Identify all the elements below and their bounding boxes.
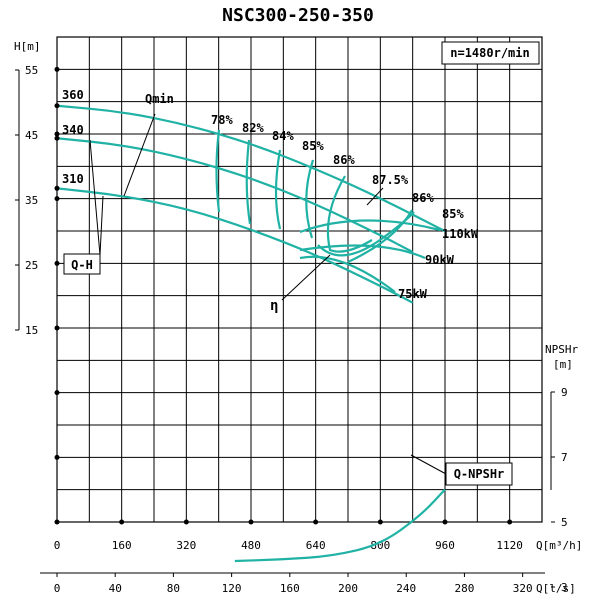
flow-ls-tick-label: 200 (338, 582, 358, 595)
head-tick-label: 35 (25, 194, 38, 207)
head-curve-start-dot (54, 135, 60, 141)
npsh-curve (234, 488, 446, 563)
eff-label-78: 78% (211, 113, 233, 127)
head-curve-start-dot (54, 103, 60, 109)
curve-label-340: 340 (62, 123, 84, 137)
npsh-axis-label: NPSHr (545, 343, 578, 356)
qmin-label: Qmin (145, 92, 174, 106)
flow-m3h-axis-label: Q[m³/h] (536, 539, 582, 552)
eff-label-85a: 85% (302, 139, 324, 153)
speed-label: n=1480r/min (450, 46, 529, 60)
flow-m3h-tick-label: 800 (370, 539, 390, 552)
qh-label: Q-H (71, 258, 93, 272)
flow-ls-tick-label: 240 (396, 582, 416, 595)
flow-ls-tick-label: 320 (513, 582, 533, 595)
power-curve-90kw (299, 244, 426, 260)
head-tick-label: 55 (25, 64, 38, 77)
flow-m3h-tick-label: 960 (435, 539, 455, 552)
flow-axes: 0 160 320 480 640 800 960 1120 Q[m³/h] 0 40 80 120 16… (40, 539, 582, 595)
head-curve-start-dot (54, 185, 60, 191)
npsh-tick-label: 9 (561, 386, 568, 399)
flow-ls-axis-label: Q[l/s] (536, 582, 576, 595)
qmin-leader (123, 113, 156, 197)
speed-box (441, 41, 540, 65)
flow-m3h-tick-label: 480 (241, 539, 261, 552)
chart-title: NSC300-250-350 (222, 5, 374, 26)
qnpsh-label: Q-NPSHr (454, 467, 505, 481)
flow-m3h-tick-label: 320 (176, 539, 196, 552)
grid-dot (119, 519, 125, 525)
qh-box (63, 253, 101, 275)
grid-dot (442, 519, 448, 525)
power-label-90: 90kW (425, 253, 455, 267)
flow-m3h-tick-label: 160 (112, 539, 132, 552)
flow-m3h-tick-label: 640 (306, 539, 326, 552)
eff-label-85b: 85% (442, 207, 464, 221)
npsh-curve-line (234, 488, 446, 563)
grid-dot (313, 519, 319, 525)
grid-dot (248, 519, 254, 525)
npsh-axis-unit: [m] (553, 358, 573, 371)
grid-dot (54, 325, 60, 331)
head-tick-label: 15 (25, 324, 38, 337)
grid-dot (54, 260, 60, 266)
eff-label-84: 84% (272, 129, 294, 143)
head-curves (54, 103, 446, 304)
power-curve-110kw (299, 219, 441, 234)
grid-dot (54, 66, 60, 72)
head-curve-310 (56, 187, 414, 304)
eff-label-82: 82% (242, 121, 264, 135)
flow-ls-tick-label: 280 (455, 582, 475, 595)
plot-frame (56, 36, 543, 523)
plot-grid (54, 36, 543, 525)
npsh-tick-label: 3 (561, 581, 568, 594)
head-curve-360 (56, 104, 446, 233)
grid-dot (54, 454, 60, 460)
eff-label-86a: 86% (333, 153, 355, 167)
power-label-110: 110kW (442, 227, 479, 241)
flow-ls-tick-label: 40 (109, 582, 122, 595)
npsh-axis: NPSHr [m] 3 5 7 9 (545, 343, 578, 594)
flow-ls-tick-label: 160 (280, 582, 300, 595)
power-curves (299, 219, 441, 293)
grid-dot (54, 390, 60, 396)
grid-dot (507, 519, 513, 525)
npsh-tick-label: 5 (561, 516, 568, 529)
grid-dot (54, 196, 60, 202)
grid-dot (54, 131, 60, 137)
head-axis: H[m] 15 25 35 45 55 (14, 40, 41, 337)
curve-label-360: 360 (62, 88, 84, 102)
power-label-75: 75kW (398, 287, 428, 301)
grid-dot (54, 519, 60, 525)
npsh-tick-label: 7 (561, 451, 568, 464)
flow-ls-tick-label: 80 (167, 582, 180, 595)
grid-dot (183, 519, 189, 525)
flow-m3h-tick-label: 1120 (496, 539, 523, 552)
eff-label-86b: 86% (412, 191, 434, 205)
efficiency-isolines (215, 129, 415, 263)
head-axis-label: H[m] (14, 40, 41, 53)
head-curve-340 (56, 137, 414, 253)
flow-ls-tick-label: 120 (222, 582, 242, 595)
flow-ls-tick-label: 0 (54, 582, 61, 595)
flow-m3h-tick-label: 0 (54, 539, 61, 552)
head-tick-label: 25 (25, 259, 38, 272)
eta-label: η (270, 298, 278, 314)
power-curve-75kw (299, 255, 396, 293)
head-tick-label: 45 (25, 129, 38, 142)
eff-label-875: 87.5% (372, 173, 409, 187)
grid-dot (377, 519, 383, 525)
curve-label-310: 310 (62, 172, 84, 186)
